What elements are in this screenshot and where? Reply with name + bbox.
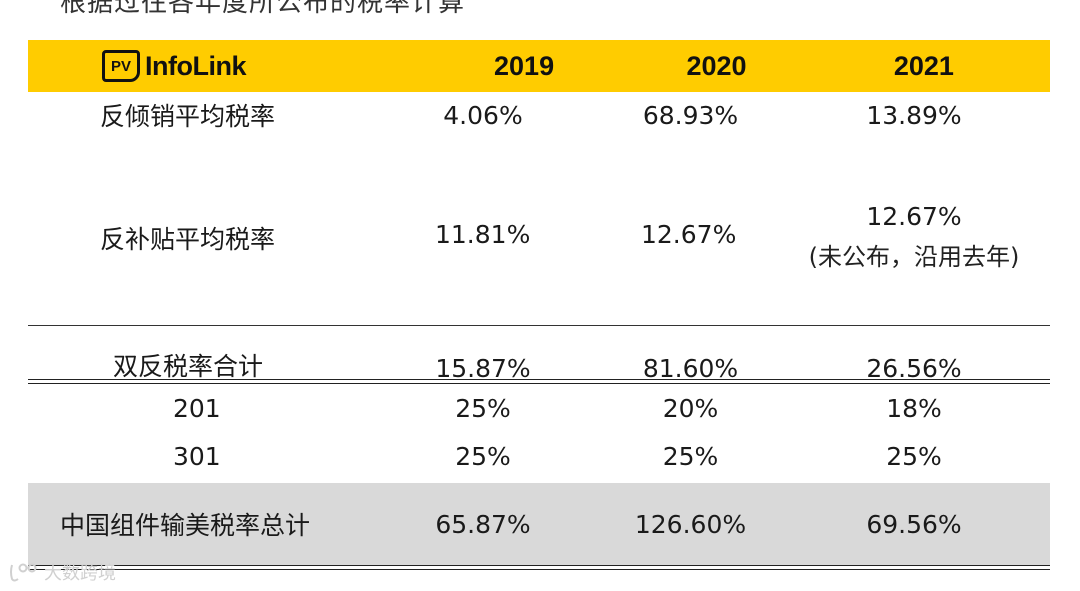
cell-2019: 25% <box>455 441 511 471</box>
cell-2021: 26.56% <box>866 354 962 383</box>
cell-2020: 81.60% <box>642 354 739 383</box>
cell-2019: 65.87% <box>435 509 531 539</box>
cell-2019: 4.06% <box>443 100 523 130</box>
row-label: 中国组件输美税率总计 <box>60 511 311 540</box>
table-row-subsidy: 反补贴平均税率 11.81% 12.67% 12.67% (未公布，沿用去年) <box>28 144 1050 325</box>
cell-2021: 25% <box>886 441 942 471</box>
cell-2021-value: 12.67% <box>866 202 962 231</box>
tariff-table: PV InfoLink 2019 2020 2021 反倾销平均税率 4.06%… <box>28 40 1050 570</box>
cell-2019: 25% <box>455 393 511 423</box>
table-row-total: 中国组件输美税率总计 65.87% 126.60% 69.56% <box>28 483 1050 565</box>
watermark: 大数跨境 <box>8 559 116 585</box>
cut-off-caption: 根据过往各年度所公布的税率计算 <box>60 0 466 18</box>
bottom-divider <box>28 565 1050 570</box>
year-2021-header: 2021 <box>893 50 954 81</box>
table-row-201: 201 25% 20% 18% <box>28 384 1050 432</box>
cell-2021: 18% <box>886 393 942 423</box>
table-header-row: PV InfoLink 2019 2020 2021 <box>28 40 1050 92</box>
table-row-antidumping: 反倾销平均税率 4.06% 68.93% 13.89% <box>28 92 1050 144</box>
cell-2021-note: (未公布，沿用去年) <box>808 243 1020 271</box>
cell-2021: 13.89% <box>866 100 962 130</box>
watermark-logo-icon <box>10 563 37 582</box>
year-2019-header: 2019 <box>494 50 555 81</box>
cell-2019: 15.87% <box>435 354 531 383</box>
row-label: 201 <box>173 393 221 423</box>
table-row-double: 双反税率合计 15.87% 81.60% 26.56% <box>28 325 1050 383</box>
cell-2021: 12.67% (未公布，沿用去年) <box>778 202 1050 272</box>
row-label: 双反税率合计 <box>113 352 264 381</box>
row-label: 301 <box>173 441 221 471</box>
pv-badge-icon: PV <box>102 50 140 82</box>
cell-2020: 68.93% <box>642 100 739 130</box>
infolink-logo: PV InfoLink <box>28 50 413 82</box>
year-2020-header: 2020 <box>686 50 747 81</box>
watermark-text: 大数跨境 <box>44 563 116 584</box>
row-label: 反补贴平均税率 <box>100 225 276 254</box>
cell-2020: 126.60% <box>634 509 747 539</box>
cell-2020: 20% <box>662 393 719 423</box>
cell-2019: 11.81% <box>435 220 531 249</box>
table-row-301: 301 25% 25% 25% <box>28 432 1050 480</box>
cell-2021: 69.56% <box>866 509 962 539</box>
cell-2020: 25% <box>662 441 719 471</box>
cell-2020: 12.67% <box>641 220 737 249</box>
logo-name: InfoLink <box>145 50 246 81</box>
double-divider <box>28 379 1050 384</box>
row-label: 反倾销平均税率 <box>100 102 276 131</box>
